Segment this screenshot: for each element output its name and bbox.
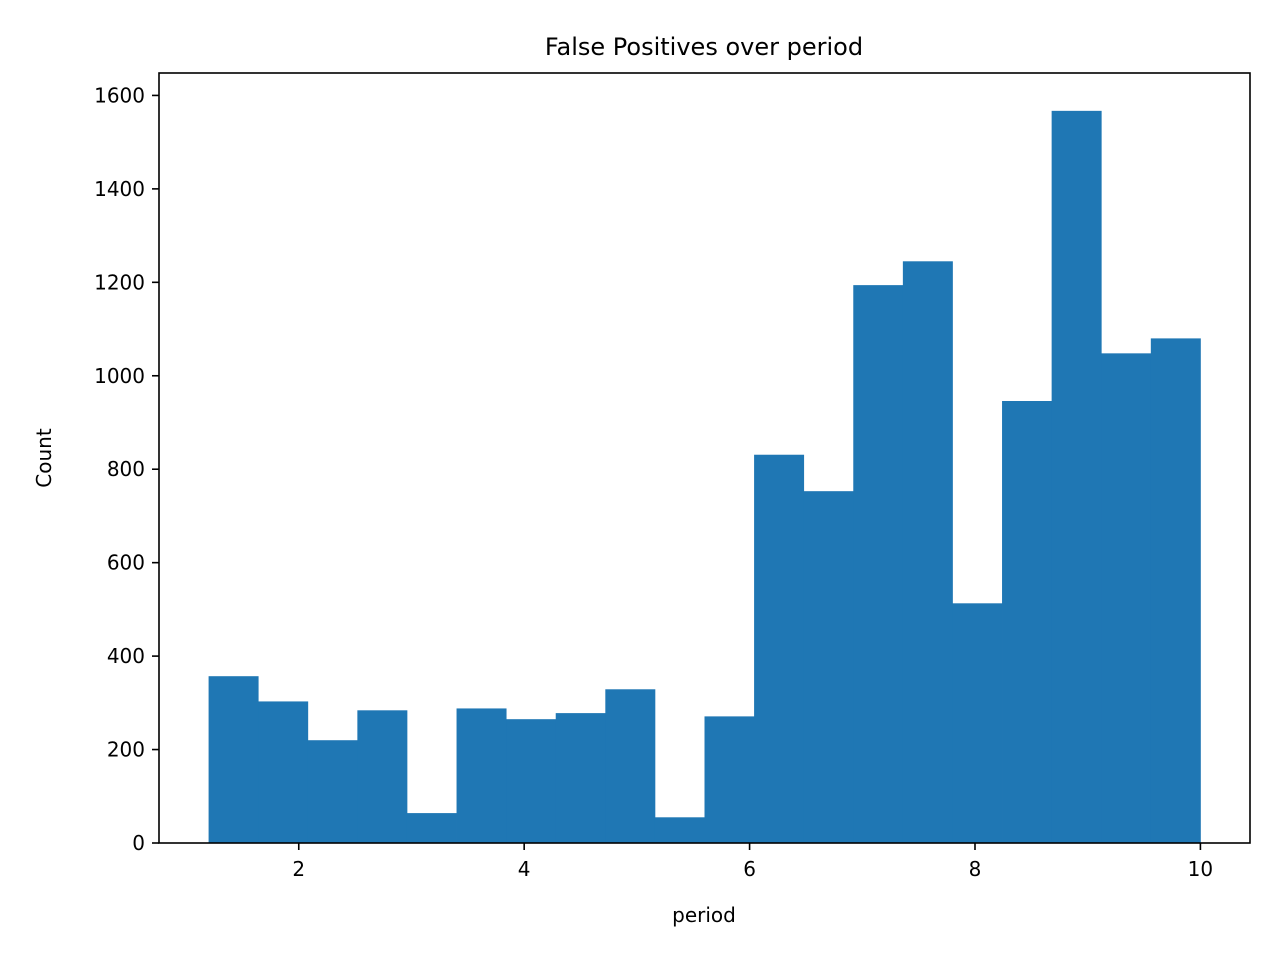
y-axis-label: Count — [32, 428, 56, 488]
histogram-bar — [1051, 110, 1102, 843]
y-tick-label: 400 — [107, 644, 145, 668]
y-tick-label: 600 — [107, 551, 145, 575]
y-axis-ticks: 0 200 400 600 800 1000 1200 1400 1600 — [94, 83, 159, 855]
y-tick-label: 1000 — [94, 364, 145, 388]
histogram-bar — [357, 710, 408, 843]
y-tick-label: 200 — [107, 738, 145, 762]
chart-title: False Positives over period — [545, 33, 863, 61]
x-axis-label: period — [672, 903, 736, 927]
x-tick-label: 2 — [292, 857, 305, 881]
histogram-bar — [704, 716, 755, 843]
histogram-bar — [307, 740, 358, 843]
y-tick-label: 1600 — [94, 83, 145, 107]
y-tick-label: 1400 — [94, 177, 145, 201]
x-tick-label: 8 — [969, 857, 982, 881]
histogram-bar — [952, 603, 1003, 843]
y-tick-label: 1200 — [94, 270, 145, 294]
x-tick-label: 10 — [1188, 857, 1213, 881]
histogram-bar — [605, 689, 656, 843]
histogram-bar — [654, 817, 705, 843]
y-tick-label: 0 — [132, 831, 145, 855]
histogram-bar — [506, 719, 557, 843]
plot-frame — [158, 72, 1251, 844]
histogram-bar — [555, 713, 606, 843]
histogram-bar — [456, 708, 507, 843]
histogram-bar — [853, 285, 904, 843]
histogram-bar — [208, 676, 259, 843]
histogram-bar — [1150, 338, 1201, 843]
y-tick-label: 800 — [107, 457, 145, 481]
x-tick-label: 6 — [743, 857, 756, 881]
histogram-bar — [258, 701, 309, 843]
x-tick-label: 4 — [518, 857, 531, 881]
histogram-bar — [406, 813, 457, 843]
bars-group — [208, 110, 1201, 843]
histogram-bar — [1002, 400, 1053, 843]
histogram-bar — [1101, 353, 1152, 843]
histogram-bar — [902, 261, 953, 843]
histogram-bar — [754, 454, 805, 843]
histogram-bar — [803, 491, 854, 843]
x-axis-ticks: 2 4 6 8 10 — [292, 843, 1213, 881]
